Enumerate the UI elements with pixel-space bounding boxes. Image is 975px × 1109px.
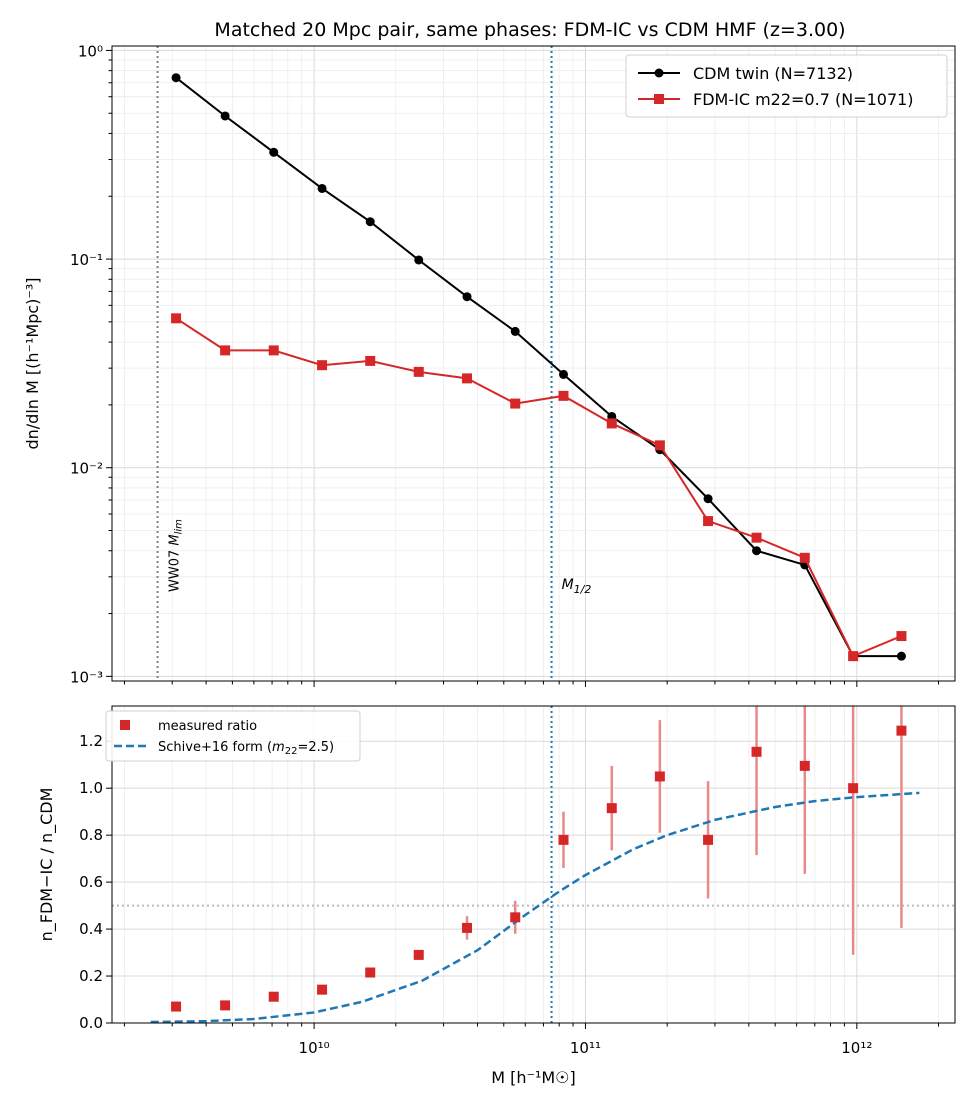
cdm-point: [462, 292, 472, 302]
fdm-point: [799, 552, 810, 563]
bottom-y-axis-label: n_FDM−IC / n_CDM: [37, 788, 57, 942]
fdm-point: [510, 398, 521, 409]
bottom-legend: measured ratio Schive+16 form (m22=2.5): [105, 710, 361, 762]
ratio-point: [896, 725, 907, 736]
cdm-point: [414, 255, 424, 265]
ratio-point: [654, 771, 665, 782]
legend-marker: [654, 68, 664, 78]
y-tick-label: 10⁰: [78, 42, 103, 60]
y-tick-label: 10⁻¹: [70, 251, 103, 269]
ratio-point: [606, 803, 617, 814]
half-mass-label: M1/2: [562, 577, 592, 596]
x-tick-label: 10¹¹: [570, 1039, 601, 1057]
cdm-point: [703, 494, 713, 504]
legend-marker: [120, 720, 130, 730]
y-tick-label: 0.2: [79, 967, 103, 985]
fdm-point: [171, 313, 182, 324]
fdm-point: [462, 373, 473, 384]
y-tick-label: 10⁻³: [70, 668, 103, 686]
legend-frame: [625, 54, 948, 118]
legend-entry: FDM-IC m22=0.7 (N=1071): [693, 90, 914, 109]
y-tick-label: 10⁻²: [70, 460, 103, 478]
ratio-point: [558, 834, 569, 845]
top-y-axis-label: dn/dln M [(h⁻¹Mpc)⁻³]: [23, 278, 42, 450]
bottom-series: [150, 706, 920, 1023]
top-legend: CDM twin (N=7132) FDM-IC m22=0.7 (N=1071): [625, 54, 948, 118]
cdm-point: [510, 326, 520, 336]
legend-marker: [654, 94, 664, 104]
cdm-point: [559, 369, 569, 379]
fdm-point: [365, 355, 376, 366]
legend-frame: [105, 710, 361, 762]
cdm-point: [269, 147, 279, 157]
cdm-point: [752, 546, 762, 556]
x-tick-label: 10¹⁰: [299, 1039, 330, 1057]
fdm-point: [268, 345, 279, 356]
cdm-point: [220, 111, 230, 121]
bottom-annotations: [112, 706, 955, 1023]
y-tick-label: 1.0: [79, 779, 103, 797]
top-grid: [112, 46, 955, 681]
y-tick-label: 0.6: [79, 873, 103, 891]
cdm-point: [896, 651, 906, 661]
ratio-point: [365, 967, 376, 978]
fdm-line: [175, 317, 902, 658]
ratio-point: [799, 760, 810, 771]
axes-frame: [111, 45, 956, 682]
ratio-point: [703, 834, 714, 845]
x-tick-label: 10¹²: [841, 1039, 872, 1057]
mlim-label: WW07 Mlim: [168, 519, 185, 592]
fdm-point: [848, 651, 859, 662]
fdm-point: [413, 366, 424, 377]
y-tick-label: 0.4: [79, 920, 103, 938]
top-axes: 10⁰ 10⁻¹ 10⁻² 10⁻³: [70, 42, 956, 687]
legend-entry: measured ratio: [158, 719, 257, 734]
y-tick-label: 1.2: [79, 732, 103, 750]
ratio-point: [751, 746, 762, 757]
cdm-point: [317, 183, 327, 193]
ratio-point: [413, 949, 424, 960]
ratio-point: [220, 1000, 231, 1011]
top-annotations: WW07 Mlim M1/2: [156, 46, 592, 681]
ratio-point: [848, 783, 859, 794]
cdm-line: [175, 76, 902, 658]
ratio-point: [462, 922, 473, 933]
bottom-axes: 0.0 0.2 0.4 0.6 0.8 1.0 1.2 10¹⁰ 10¹¹ 10¹²: [79, 705, 956, 1057]
fdm-point: [703, 516, 714, 527]
fdm-point: [751, 532, 762, 543]
legend-entry: Schive+16 form (m22=2.5): [158, 740, 334, 757]
fdm-point: [220, 345, 231, 356]
x-axis-label: M [h⁻¹M☉]: [491, 1068, 576, 1087]
fdm-point: [654, 440, 665, 451]
y-tick-label: 0.0: [79, 1014, 103, 1032]
top-series: [171, 73, 907, 662]
schive-curve: [150, 791, 920, 1023]
fdm-point: [606, 418, 617, 429]
bottom-panel: 0.0 0.2 0.4 0.6 0.8 1.0 1.2 10¹⁰ 10¹¹ 10¹² n_FDM−…: [37, 705, 956, 1087]
ratio-point: [268, 991, 279, 1002]
y-tick-label: 0.8: [79, 826, 103, 844]
cdm-point: [171, 73, 181, 83]
ratio-point: [171, 1001, 182, 1012]
bottom-plot-area: [150, 706, 920, 1023]
fdm-point: [317, 360, 328, 371]
cdm-point: [365, 217, 375, 227]
legend-entry: CDM twin (N=7132): [693, 64, 853, 83]
fdm-point: [896, 631, 907, 642]
chart-title: Matched 20 Mpc pair, same phases: FDM-IC…: [214, 19, 845, 41]
fdm-point: [558, 390, 569, 401]
axes-frame: [111, 705, 956, 1024]
ratio-point: [317, 984, 328, 995]
top-panel: WW07 Mlim M1/2 10⁰ 10⁻¹ 10⁻² 10⁻³ dn/dln M […: [23, 42, 956, 687]
ratio-point: [510, 912, 521, 923]
